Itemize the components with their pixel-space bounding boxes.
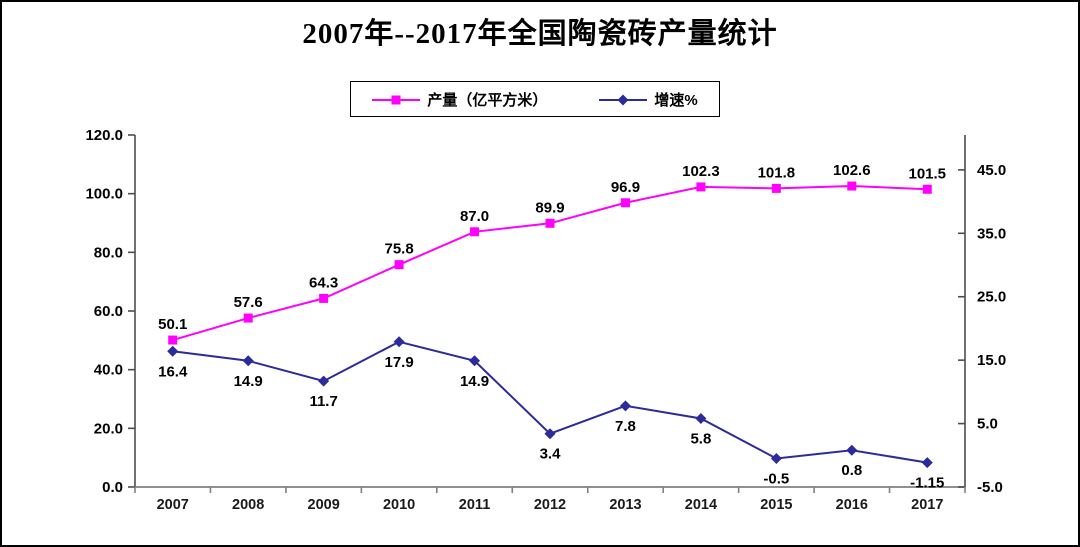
growth-series-point	[921, 457, 933, 469]
legend-item-production: 产量（亿平方米）	[372, 89, 547, 110]
growth-data-label: 17.9	[384, 354, 413, 371]
legend-label-production: 产量（亿平方米）	[427, 91, 548, 109]
x-axis-category-label: 2011	[459, 497, 490, 513]
left-axis-tick-label: 120.0	[85, 127, 123, 144]
growth-series-point	[695, 413, 707, 425]
x-axis-category-label: 2010	[383, 497, 415, 513]
production-data-label: 102.3	[682, 163, 720, 180]
growth-data-label: 11.7	[309, 393, 337, 410]
chart-legend: 产量（亿平方米） 增速%	[350, 81, 720, 117]
growth-series-point	[544, 428, 556, 440]
production-series-point	[847, 181, 857, 191]
production-series-point	[319, 293, 329, 303]
production-data-label: 87.0	[460, 208, 489, 225]
x-axis-category-label: 2016	[836, 497, 868, 513]
chart-title: 2007年--2017年全国陶瓷砖产量统计	[302, 18, 778, 50]
growth-series-point	[242, 355, 254, 367]
production-data-label: 101.8	[758, 164, 796, 181]
x-axis-category-label: 2017	[911, 497, 943, 513]
left-axis-tick-label: 100.0	[85, 186, 123, 203]
production-series-swatch-icon	[372, 93, 421, 105]
production-series-point	[168, 335, 178, 345]
x-axis-category-label: 2015	[760, 497, 792, 513]
left-axis-tick-label: 40.0	[94, 362, 123, 379]
production-data-label: 101.5	[908, 165, 946, 182]
growth-series-point	[318, 375, 330, 387]
growth-data-label: 14.9	[460, 373, 489, 390]
growth-series-point	[619, 400, 631, 412]
production-data-label: 96.9	[611, 179, 640, 196]
growth-data-label: 7.8	[615, 418, 636, 435]
production-series-point	[620, 198, 630, 208]
left-axis-tick-label: 0.0	[102, 479, 123, 496]
legend-label-growth: 增速%	[654, 91, 698, 109]
production-data-label: 64.3	[309, 274, 338, 291]
growth-data-label: -1.15	[910, 475, 944, 492]
production-data-label: 89.9	[535, 199, 564, 216]
right-axis-tick-label: 5.0	[977, 416, 998, 433]
production-data-label: 50.1	[158, 316, 187, 333]
production-series-point	[470, 227, 480, 237]
growth-series-point	[846, 444, 858, 456]
right-axis-tick-label: 15.0	[977, 352, 1006, 369]
growth-series-point	[469, 355, 481, 367]
x-axis-category-label: 2014	[685, 497, 717, 513]
production-data-label: 75.8	[384, 241, 413, 258]
x-axis-category-label: 2009	[308, 497, 340, 513]
legend-item-growth: 增速%	[599, 89, 698, 110]
production-swatch-svg	[372, 95, 421, 105]
growth-data-label: -0.5	[763, 470, 789, 487]
growth-series-point	[393, 336, 405, 348]
growth-series-line	[172, 340, 928, 464]
production-series-point	[771, 183, 781, 193]
growth-series-swatch-icon	[599, 93, 648, 106]
growth-swatch-svg	[599, 94, 648, 106]
right-axis-tick-label: 35.0	[977, 225, 1006, 242]
growth-data-label: 3.4	[540, 446, 562, 463]
production-series-point	[243, 313, 253, 323]
growth-series-point	[770, 452, 782, 464]
right-axis-tick-label: -5.0	[977, 479, 1003, 496]
production-data-label: 102.6	[833, 162, 871, 179]
production-series-point	[922, 184, 932, 194]
left-axis-tick-label: 80.0	[94, 244, 123, 261]
growth-data-label: 0.8	[841, 462, 862, 479]
growth-series-point	[167, 345, 179, 357]
growth-data-label: 5.8	[690, 431, 711, 448]
right-axis-tick-label: 25.0	[977, 289, 1006, 306]
growth-data-label: 14.9	[234, 373, 263, 390]
right-axis-tick-label: 45.0	[977, 162, 1006, 179]
left-axis-tick-label: 20.0	[94, 420, 123, 437]
production-series-point	[394, 260, 404, 270]
production-series-point	[696, 182, 706, 192]
x-axis-category-label: 2007	[157, 497, 189, 513]
left-axis-tick-label: 60.0	[94, 303, 123, 320]
production-series-point	[545, 218, 555, 228]
x-axis-category-label: 2013	[609, 497, 641, 513]
x-axis-category-label: 2012	[534, 497, 566, 513]
x-axis-category-label: 2008	[232, 497, 264, 513]
growth-data-label: 16.4	[158, 363, 188, 380]
production-data-label: 57.6	[234, 294, 263, 311]
